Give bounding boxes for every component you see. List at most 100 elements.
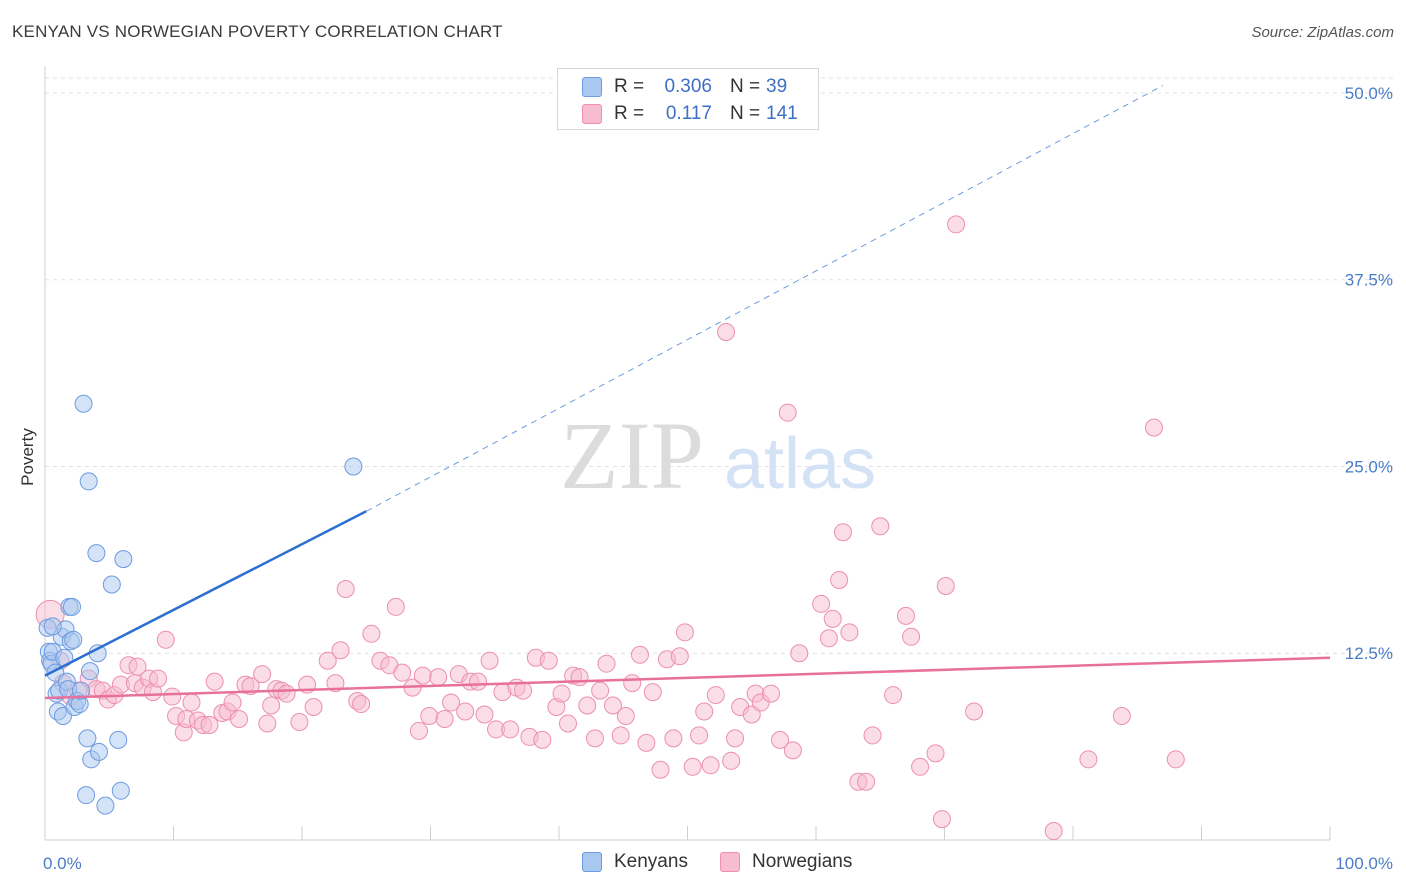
x-tick-label: 0.0% [43, 854, 82, 873]
data-point-norwegians [717, 323, 736, 341]
watermark-zip: ZIP [560, 402, 704, 509]
legend-n-value: 39 [766, 76, 788, 97]
data-point-norwegians [722, 751, 741, 770]
data-point-norwegians [630, 645, 649, 664]
trendline-norwegians [44, 656, 1331, 700]
data-point-norwegians [585, 729, 604, 748]
data-point-norwegians [932, 810, 951, 829]
data-point-norwegians [501, 720, 520, 739]
data-point-norwegians [651, 760, 670, 779]
data-point-norwegians [277, 684, 296, 703]
data-point-norwegians [840, 623, 859, 642]
data-point-norwegians [362, 624, 381, 643]
data-point-kenyans [74, 394, 93, 413]
watermark-atlas: atlas [724, 424, 876, 504]
data-point-norwegians [393, 663, 412, 682]
data-point-kenyans [109, 730, 128, 749]
data-point-kenyans [80, 662, 99, 681]
data-point-norwegians [857, 772, 876, 791]
data-point-norwegians [965, 702, 984, 721]
data-point-norwegians [643, 683, 662, 702]
trendline-kenyans-extension [366, 85, 1164, 512]
data-point-norwegians [1166, 750, 1185, 769]
data-point-norwegians [570, 668, 589, 687]
legend-r-value: 0.117 [665, 103, 712, 124]
data-point-norwegians [778, 403, 797, 422]
data-point-norwegians [790, 644, 809, 663]
data-point-norwegians [336, 579, 355, 598]
data-point-norwegians [386, 597, 405, 616]
trend-lines [44, 85, 1331, 700]
data-point-norwegians [230, 709, 249, 728]
data-point-norwegians [352, 695, 371, 714]
data-point-norwegians [149, 669, 168, 688]
data-point-norwegians [480, 651, 499, 670]
data-point-norwegians [533, 730, 552, 749]
data-point-norwegians [783, 741, 802, 760]
data-point-norwegians [863, 726, 882, 745]
data-point-norwegians [128, 657, 147, 676]
legend-r-value: 0.306 [664, 76, 712, 97]
data-point-norwegians [871, 517, 890, 536]
data-point-norwegians [258, 714, 277, 733]
data-point-norwegians [413, 666, 432, 685]
data-point-norwegians [623, 674, 642, 693]
legend-swatch-norwegians [582, 104, 602, 124]
y-tick-label: 50.0% [1345, 84, 1393, 103]
data-point-norwegians [469, 672, 488, 691]
data-point-norwegians [429, 668, 448, 687]
legend-swatch-kenyans [582, 77, 602, 97]
trendline-kenyans [44, 510, 367, 677]
data-point-norwegians [926, 744, 945, 763]
data-point-norwegians [936, 577, 955, 595]
legend-item-kenyans: Kenyans [582, 851, 688, 873]
data-point-norwegians [223, 693, 242, 712]
legend-swatch-norwegians [720, 852, 740, 872]
data-point-norwegians [1044, 822, 1063, 841]
y-tick-label: 12.5% [1345, 644, 1393, 663]
data-point-kenyans [96, 796, 115, 815]
data-point-norwegians [706, 686, 725, 705]
data-point-norwegians [597, 654, 616, 673]
data-point-kenyans [88, 644, 107, 663]
y-tick-label: 37.5% [1345, 271, 1393, 290]
data-point-norwegians [409, 721, 428, 740]
data-point-norwegians [675, 623, 694, 642]
legend-row-norwegians: R = 0.117 N = 141 [582, 102, 798, 126]
data-point-norwegians [163, 687, 182, 706]
data-point-norwegians [456, 702, 475, 721]
data-point-kenyans [79, 472, 98, 491]
data-point-norwegians [690, 726, 709, 745]
data-point-norwegians [326, 674, 345, 693]
data-point-kenyans [344, 457, 363, 476]
data-point-kenyans [89, 742, 108, 761]
legend-n-value: 141 [766, 103, 798, 124]
data-point-norwegians [1112, 706, 1131, 725]
legend-item-norwegians: Norwegians [720, 851, 852, 873]
data-point-kenyans [43, 617, 62, 636]
legend-r-label: R = [614, 103, 645, 124]
data-point-norwegians [683, 757, 702, 776]
data-point-norwegians [262, 696, 281, 715]
data-point-norwegians [290, 712, 309, 731]
data-point-norwegians [591, 681, 610, 700]
data-point-norwegians [896, 606, 915, 625]
data-point-norwegians [552, 684, 571, 703]
y-axis-label: Poverty [18, 428, 37, 486]
source-credit: Source: ZipAtlas.com [1251, 24, 1394, 41]
data-point-norwegians [701, 756, 720, 775]
data-point-norwegians [771, 730, 790, 749]
data-point-norwegians [611, 726, 630, 745]
data-point-norwegians [1144, 418, 1163, 437]
data-point-kenyans [77, 786, 96, 805]
data-point-kenyans [71, 681, 90, 700]
tick-labels: 12.5% 25.0% 37.5% 50.0% 0.0% 100.0% [43, 84, 1393, 873]
legend-swatch-kenyans [582, 852, 602, 872]
data-point-norwegians [670, 647, 689, 666]
data-point-norwegians [578, 696, 597, 715]
data-point-kenyans [64, 630, 83, 649]
legend-label-norwegians: Norwegians [752, 851, 853, 872]
data-point-norwegians [947, 215, 966, 234]
chart-title: KENYAN VS NORWEGIAN POVERTY CORRELATION … [12, 22, 503, 41]
